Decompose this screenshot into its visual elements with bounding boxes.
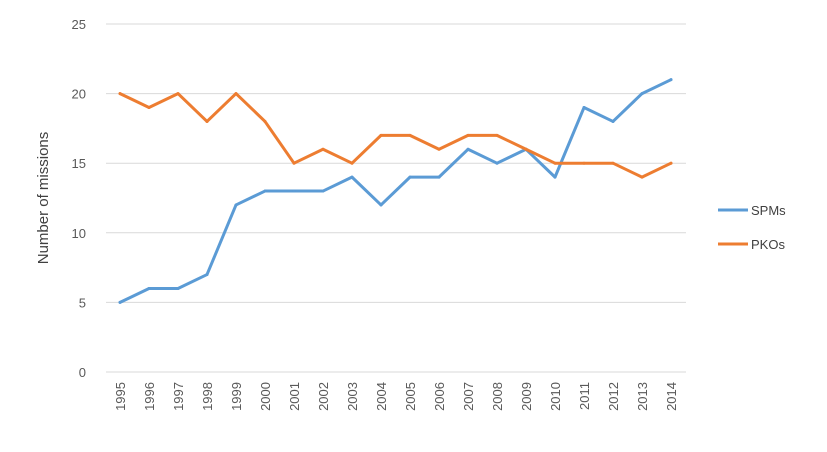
data-point-pkos xyxy=(669,161,673,165)
x-tick-label: 2005 xyxy=(403,382,418,411)
x-tick-label: 1996 xyxy=(142,382,157,411)
data-point-spms xyxy=(495,161,499,165)
x-tick-label: 1995 xyxy=(113,382,128,411)
x-axis-ticks: 1995 1996 1997 1998 1999 2000 2001 2002 2003 2004… xyxy=(113,382,679,411)
data-point-pkos xyxy=(350,161,354,165)
x-tick-label: 2007 xyxy=(461,382,476,411)
data-point-spms xyxy=(669,78,673,82)
x-tick-label: 2008 xyxy=(490,382,505,411)
y-axis-title: Number of missions xyxy=(35,132,52,265)
x-tick-label: 2000 xyxy=(258,382,273,411)
data-point-spms xyxy=(611,119,615,123)
x-tick-label: 1997 xyxy=(171,382,186,411)
x-tick-label: 2009 xyxy=(519,382,534,411)
data-point-spms xyxy=(205,273,209,277)
data-point-spms xyxy=(118,300,122,304)
y-tick-label: 10 xyxy=(72,226,86,241)
x-tick-label: 2013 xyxy=(635,382,650,411)
x-tick-label: 1998 xyxy=(200,382,215,411)
data-point-pkos xyxy=(118,92,122,96)
data-point-pkos xyxy=(408,133,412,137)
data-point-pkos xyxy=(466,133,470,137)
legend-label-spms: SPMs xyxy=(751,203,786,218)
x-tick-label: 2006 xyxy=(432,382,447,411)
x-tick-label: 2014 xyxy=(664,382,679,411)
y-axis-ticks: 0 5 10 15 20 25 xyxy=(72,17,86,380)
data-point-pkos xyxy=(205,119,209,123)
data-point-spms xyxy=(379,203,383,207)
data-point-pkos xyxy=(553,161,557,165)
data-point-spms xyxy=(147,286,151,290)
data-point-spms xyxy=(176,286,180,290)
y-tick-label: 5 xyxy=(79,295,86,310)
series-line-pkos xyxy=(118,92,673,179)
data-point-spms xyxy=(437,175,441,179)
data-point-pkos xyxy=(147,106,151,110)
data-point-spms xyxy=(292,189,296,193)
series-group xyxy=(118,78,673,304)
data-point-spms xyxy=(350,175,354,179)
data-point-spms xyxy=(466,147,470,151)
legend: SPMs PKOs xyxy=(718,203,786,252)
data-point-pkos xyxy=(640,175,644,179)
y-tick-label: 15 xyxy=(72,156,86,171)
x-tick-label: 2003 xyxy=(345,382,360,411)
data-point-pkos xyxy=(437,147,441,151)
data-point-spms xyxy=(553,175,557,179)
data-point-pkos xyxy=(292,161,296,165)
data-point-spms xyxy=(234,203,238,207)
x-tick-label: 2002 xyxy=(316,382,331,411)
x-tick-label: 2001 xyxy=(287,382,302,411)
data-point-pkos xyxy=(611,161,615,165)
data-point-spms xyxy=(640,92,644,96)
y-tick-label: 0 xyxy=(79,365,86,380)
legend-label-pkos: PKOs xyxy=(751,237,785,252)
y-tick-label: 25 xyxy=(72,17,86,32)
series-line-spms xyxy=(118,78,673,304)
gridlines xyxy=(106,23,686,373)
x-tick-label: 2004 xyxy=(374,382,389,411)
data-point-spms xyxy=(582,106,586,110)
data-point-pkos xyxy=(379,133,383,137)
data-point-pkos xyxy=(524,147,528,151)
data-point-spms xyxy=(408,175,412,179)
x-tick-label: 2011 xyxy=(577,382,592,410)
data-point-spms xyxy=(263,189,267,193)
x-tick-label: 2010 xyxy=(548,382,563,411)
data-point-pkos xyxy=(321,147,325,151)
x-tick-label: 1999 xyxy=(229,382,244,411)
data-point-pkos xyxy=(582,161,586,165)
x-tick-label: 2012 xyxy=(606,382,621,411)
data-point-spms xyxy=(321,189,325,193)
data-point-pkos xyxy=(176,92,180,96)
y-tick-label: 20 xyxy=(72,87,86,102)
data-point-pkos xyxy=(495,133,499,137)
data-point-pkos xyxy=(234,92,238,96)
data-point-pkos xyxy=(263,119,267,123)
